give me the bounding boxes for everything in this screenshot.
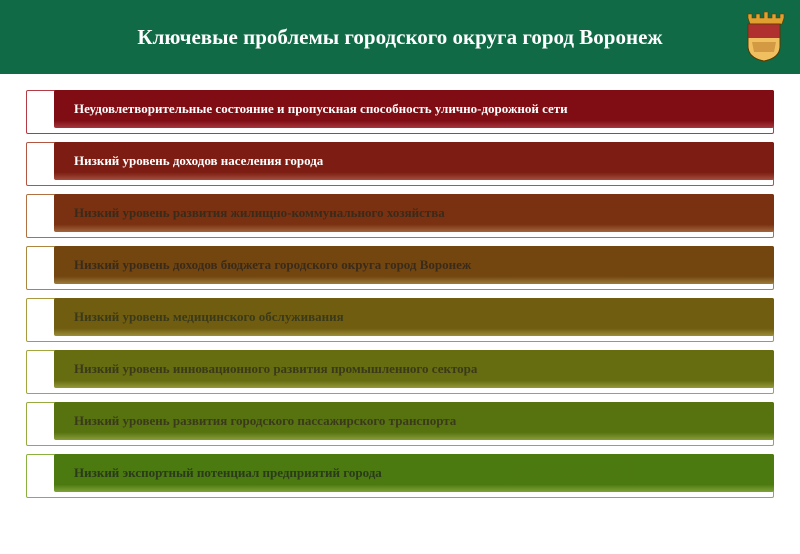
item-label: Низкий экспортный потенциал предприятий … — [74, 465, 382, 481]
list-item: Неудовлетворительные состояние и пропуск… — [26, 90, 774, 128]
item-bar: Низкий уровень медицинского обслуживания — [54, 298, 774, 336]
problem-list: Неудовлетворительные состояние и пропуск… — [0, 74, 800, 492]
item-label: Низкий уровень доходов населения города — [74, 153, 323, 169]
list-item: Низкий уровень развития городского пасса… — [26, 402, 774, 440]
list-item: Низкий уровень доходов населения города — [26, 142, 774, 180]
list-item: Низкий уровень медицинского обслуживания — [26, 298, 774, 336]
item-bar: Низкий уровень доходов бюджета городског… — [54, 246, 774, 284]
item-label: Низкий уровень развития жилищно-коммунал… — [74, 205, 445, 221]
list-item: Низкий уровень развития жилищно-коммунал… — [26, 194, 774, 232]
item-bar: Низкий уровень инновационного развития п… — [54, 350, 774, 388]
city-emblem-icon — [742, 12, 786, 62]
item-bar: Низкий уровень доходов населения города — [54, 142, 774, 180]
item-label: Низкий уровень доходов бюджета городског… — [74, 257, 471, 273]
slide-header: Ключевые проблемы городского округа горо… — [0, 0, 800, 74]
item-bar: Низкий экспортный потенциал предприятий … — [54, 454, 774, 492]
item-bar: Неудовлетворительные состояние и пропуск… — [54, 90, 774, 128]
item-label: Неудовлетворительные состояние и пропуск… — [74, 101, 568, 117]
item-label: Низкий уровень инновационного развития п… — [74, 361, 477, 377]
item-label: Низкий уровень развития городского пасса… — [74, 413, 456, 429]
list-item: Низкий экспортный потенциал предприятий … — [26, 454, 774, 492]
item-bar: Низкий уровень развития городского пасса… — [54, 402, 774, 440]
slide-title: Ключевые проблемы городского округа горо… — [137, 25, 662, 50]
item-bar: Низкий уровень развития жилищно-коммунал… — [54, 194, 774, 232]
list-item: Низкий уровень инновационного развития п… — [26, 350, 774, 388]
item-label: Низкий уровень медицинского обслуживания — [74, 309, 344, 325]
list-item: Низкий уровень доходов бюджета городског… — [26, 246, 774, 284]
